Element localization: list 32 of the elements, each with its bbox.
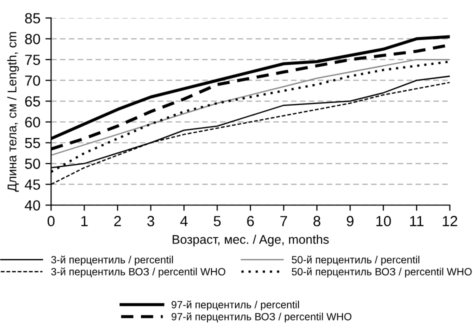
x-tick-label: 10 <box>376 216 391 226</box>
x-tick-label: 6 <box>247 216 254 226</box>
legend-label: 3-й перцентиль / percentil <box>51 256 173 266</box>
legend-label: 3-й перцентиль ВОЗ / percentil WHO <box>51 268 226 278</box>
x-tick-label: 3 <box>147 216 154 226</box>
line-series <box>51 58 450 156</box>
x-axis-title: Возраст, мес. / Age, months <box>172 234 329 246</box>
y-tick-label: 55 <box>25 138 40 148</box>
x-tick-label: 7 <box>280 216 288 226</box>
x-tick-label: 1 <box>81 216 88 226</box>
y-tick-label: 75 <box>25 54 40 65</box>
x-tick-label: 12 <box>442 216 458 226</box>
x-tick-label: 5 <box>214 216 221 226</box>
x-tick-label: 0 <box>48 216 55 226</box>
legend-label: 97-й перцентиль ВОЗ / percentil WHO <box>172 312 352 322</box>
y-tick-label: 85 <box>25 13 40 24</box>
legend-label: 50-й перцентиль / percentil <box>292 256 420 266</box>
legend-label: 50-й перцентиль ВОЗ / percentil WHO <box>292 268 472 278</box>
y-tick-label: 80 <box>25 34 40 44</box>
x-tick-label: 8 <box>313 216 320 226</box>
x-tick-label: 11 <box>410 216 424 226</box>
y-tick-label: 65 <box>25 96 40 107</box>
y-axis-title: Длина тела, см / Length, cm <box>7 32 19 192</box>
y-tick-label: 70 <box>25 75 40 86</box>
y-tick-label: 45 <box>24 180 40 190</box>
y-tick-label: 50 <box>25 158 40 169</box>
y-tick-label: 60 <box>25 117 40 128</box>
x-tick-label: 4 <box>180 216 188 226</box>
x-tick-label: 2 <box>114 216 121 226</box>
x-tick-label: 9 <box>346 216 354 226</box>
y-tick-label: 40 <box>24 200 40 211</box>
legend-label: 97-й перцентиль / percentil <box>172 300 299 310</box>
